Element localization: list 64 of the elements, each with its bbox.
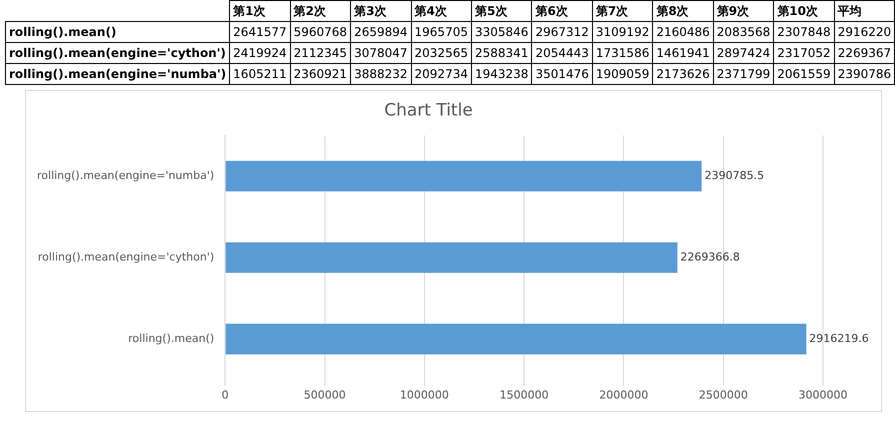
x-tick-label: 第4次 — [411, 0, 472, 22]
data-label: 2641577 — [230, 22, 290, 42]
x-tick-label: 2000000 — [599, 388, 648, 402]
y-tick-label: rolling().mean() — [6, 22, 230, 42]
data-label: 2054443 — [532, 42, 592, 64]
data-label: 2916220 — [834, 22, 895, 42]
data-label: 2916219.6 — [809, 332, 869, 345]
data-label: 1461941 — [652, 42, 714, 64]
x-tick-label: 第6次 — [532, 0, 592, 22]
data-label: 3888232 — [350, 64, 412, 84]
x-tick-label: 第7次 — [592, 0, 653, 22]
x-tick-label: 1000000 — [400, 388, 449, 402]
data-label: 2390785.5 — [704, 168, 764, 182]
data-label: 1605211 — [230, 64, 290, 84]
y-tick-label: rolling().mean(engine='cython') — [38, 250, 214, 264]
data-label: 2269367 — [834, 42, 895, 64]
bar — [226, 160, 702, 192]
data-label: 2173626 — [652, 64, 714, 84]
data-label: 2317052 — [774, 42, 834, 64]
x-tick-label: 第8次 — [652, 0, 714, 22]
data-label: 2083568 — [713, 22, 774, 42]
data-label: 2390786 — [834, 64, 895, 84]
data-label: 2659894 — [350, 22, 412, 42]
x-tick-label: 第3次 — [350, 0, 412, 22]
data-label: 1909059 — [592, 64, 653, 84]
x-tick-label: 第9次 — [713, 0, 774, 22]
data-label: 2419924 — [230, 42, 290, 64]
data-label: 2160486 — [652, 22, 714, 42]
x-tick-label: 1500000 — [500, 388, 549, 402]
data-label: 2112345 — [290, 42, 351, 64]
data-label: 2360921 — [290, 64, 351, 84]
y-tick-label: rolling().mean(engine='cython') — [6, 42, 230, 64]
data-label: 2371799 — [713, 64, 774, 84]
y-tick-label: rolling().mean(engine='numba') — [37, 168, 214, 182]
x-tick-label: 第10次 — [774, 0, 834, 22]
bar — [226, 324, 806, 354]
data-label: 1943238 — [471, 64, 532, 84]
data-label: 2307848 — [774, 22, 834, 42]
bar — [226, 242, 678, 273]
data-label: 3109192 — [592, 22, 653, 42]
data-label: 1731586 — [592, 42, 653, 64]
x-tick-label: 第1次 — [230, 0, 290, 22]
data-label: 5960768 — [290, 22, 351, 42]
chart-title: Chart Title — [384, 100, 473, 121]
data-label: 2897424 — [713, 42, 774, 64]
data-label: 1965705 — [411, 22, 472, 42]
y-tick-label: rolling().mean() — [128, 332, 214, 345]
data-label: 2269366.8 — [680, 250, 740, 264]
data-label: 2032565 — [411, 42, 472, 64]
data-label: 2967312 — [532, 22, 592, 42]
data-label: 2092734 — [411, 64, 472, 84]
x-tick-label: 2500000 — [698, 388, 748, 402]
data-label: 3078047 — [350, 42, 412, 64]
x-tick-label: 第5次 — [471, 0, 532, 22]
x-tick-label: 500000 — [304, 388, 346, 402]
data-label: 3501476 — [532, 64, 592, 84]
x-tick-label: 3000000 — [798, 388, 848, 402]
data-label: 2061559 — [774, 64, 834, 84]
data-label: 2588341 — [471, 42, 532, 64]
x-tick-label: 0 — [222, 388, 229, 402]
data-label: 3305846 — [471, 22, 532, 42]
x-tick-label: 第2次 — [290, 0, 351, 22]
y-tick-label: rolling().mean(engine='numba') — [6, 64, 230, 84]
x-tick-label: 平均 — [834, 0, 895, 22]
